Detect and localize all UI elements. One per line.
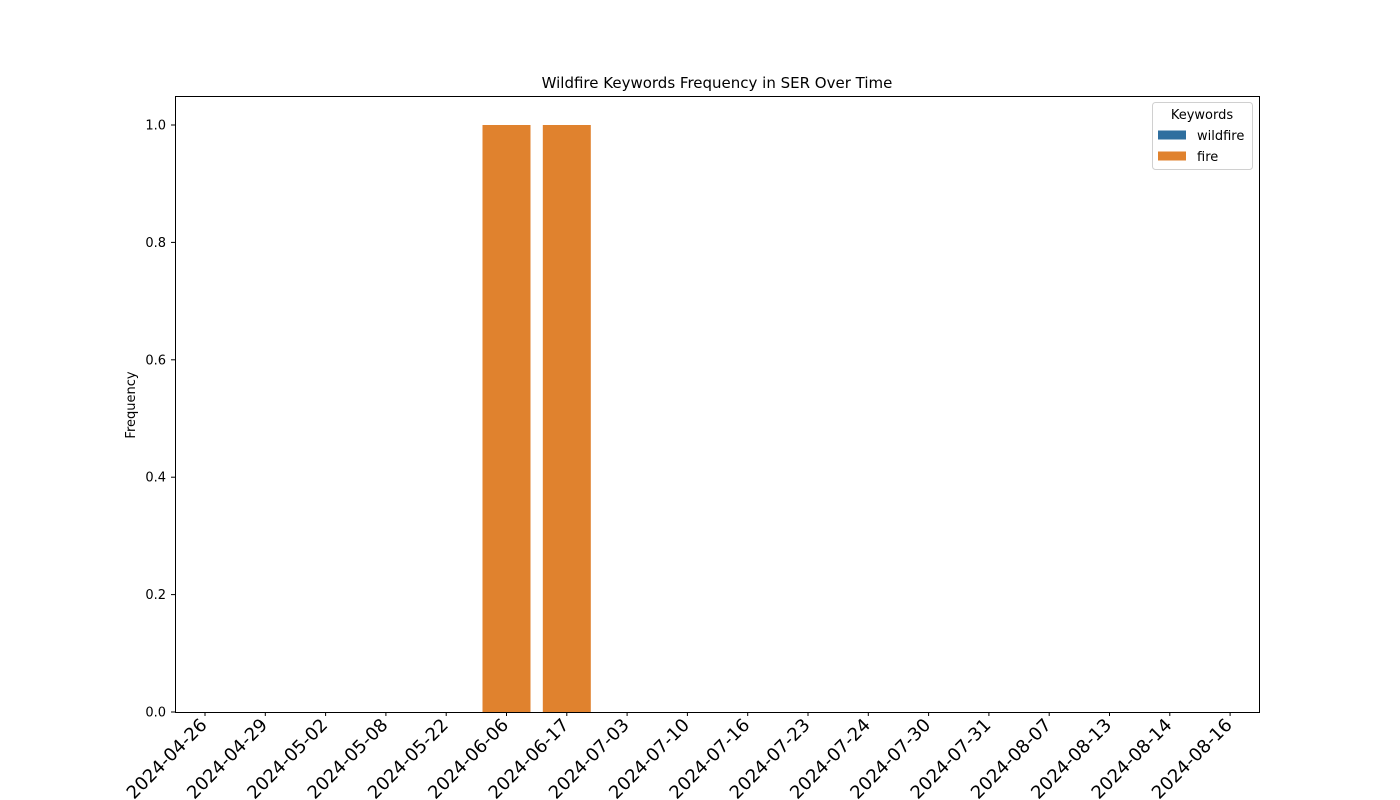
chart-title: Wildfire Keywords Frequency in SER Over … bbox=[542, 74, 893, 92]
y-tick-label: 0.0 bbox=[145, 706, 166, 721]
x-axis: 2024-04-262024-04-292024-05-022024-05-08… bbox=[123, 712, 1237, 800]
legend-label-fire: fire bbox=[1197, 150, 1218, 165]
y-tick-label: 1.0 bbox=[145, 119, 166, 134]
legend-label-wildfire: wildfire bbox=[1197, 129, 1244, 144]
y-tick-label: 0.8 bbox=[145, 236, 166, 251]
bar-fire-2024-06-06 bbox=[482, 125, 531, 712]
y-tick-label: 0.2 bbox=[145, 588, 166, 603]
y-axis-label: Frequency bbox=[124, 371, 139, 438]
legend: Keywords wildfire fire bbox=[1152, 102, 1253, 170]
bar-fire-2024-06-17 bbox=[542, 125, 591, 712]
legend-title: Keywords bbox=[1171, 108, 1234, 123]
y-axis: 0.0 0.2 0.4 0.6 0.8 1.0 bbox=[145, 119, 175, 721]
y-tick-label: 0.4 bbox=[145, 471, 166, 486]
y-tick-label: 0.6 bbox=[145, 353, 166, 368]
bars-layer bbox=[482, 125, 591, 712]
plot-frame bbox=[175, 96, 1260, 713]
legend-swatch-fire bbox=[1158, 151, 1186, 161]
legend-swatch-wildfire bbox=[1158, 130, 1186, 140]
